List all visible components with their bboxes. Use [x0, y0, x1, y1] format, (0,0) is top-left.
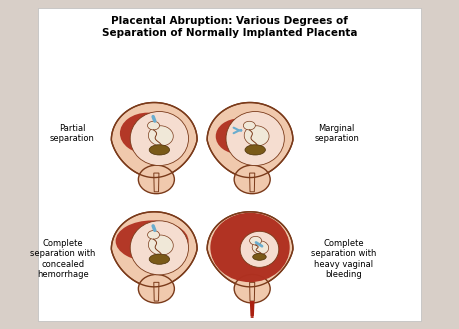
Polygon shape [112, 103, 197, 178]
Ellipse shape [240, 231, 279, 267]
Polygon shape [112, 212, 197, 287]
Text: Partial
separation: Partial separation [50, 124, 95, 143]
Circle shape [147, 231, 160, 239]
Ellipse shape [252, 241, 269, 254]
Ellipse shape [138, 165, 174, 194]
Text: Placental Abruption: Various Degrees of
Separation of Normally Implanted Placent: Placental Abruption: Various Degrees of … [102, 16, 357, 38]
Ellipse shape [253, 253, 266, 260]
FancyBboxPatch shape [38, 8, 421, 321]
Polygon shape [207, 212, 293, 287]
Ellipse shape [130, 112, 189, 165]
Circle shape [243, 121, 255, 130]
Polygon shape [154, 282, 159, 301]
Ellipse shape [148, 235, 174, 255]
Polygon shape [154, 173, 159, 192]
Ellipse shape [216, 118, 263, 154]
Ellipse shape [130, 221, 189, 275]
Ellipse shape [120, 113, 176, 154]
Ellipse shape [149, 254, 169, 264]
Polygon shape [207, 103, 293, 178]
Ellipse shape [234, 274, 270, 303]
Ellipse shape [245, 145, 265, 155]
Text: Complete
separation with
concealed
hemorrhage: Complete separation with concealed hemor… [30, 239, 95, 279]
Ellipse shape [149, 145, 169, 155]
Polygon shape [250, 282, 255, 301]
Text: Marginal
separation: Marginal separation [314, 124, 359, 143]
Circle shape [147, 121, 160, 130]
Polygon shape [250, 301, 255, 316]
Ellipse shape [226, 112, 284, 165]
Ellipse shape [148, 126, 174, 146]
Polygon shape [250, 173, 255, 192]
Ellipse shape [210, 213, 290, 282]
Ellipse shape [138, 274, 174, 303]
Ellipse shape [251, 316, 254, 318]
Circle shape [250, 236, 262, 245]
Ellipse shape [116, 220, 189, 262]
Ellipse shape [234, 165, 270, 194]
Ellipse shape [244, 126, 269, 146]
Text: Complete
separation with
heavy vaginal
bleeding: Complete separation with heavy vaginal b… [311, 239, 376, 279]
